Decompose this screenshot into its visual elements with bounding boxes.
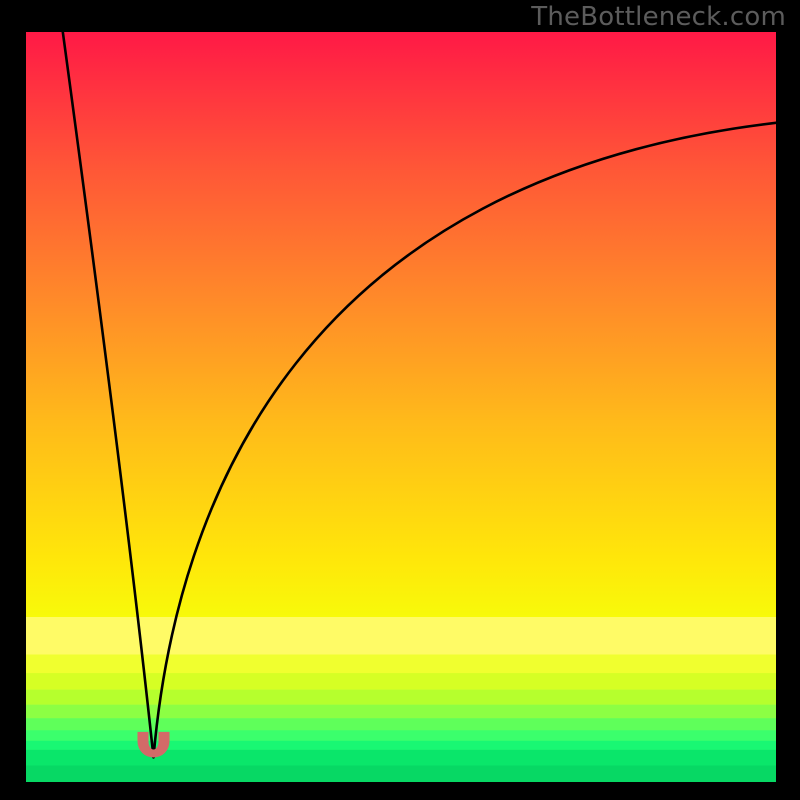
bottom-band-stripe <box>26 673 776 690</box>
bottom-band-stripe <box>26 655 776 674</box>
bottom-band-stripe <box>26 690 776 705</box>
bottom-band-stripe <box>26 718 776 730</box>
bottom-band-stripe <box>26 705 776 719</box>
watermark-text: TheBottleneck.com <box>531 2 786 32</box>
figure-root: TheBottleneck.com <box>0 0 800 800</box>
bottom-band-stripe <box>26 750 776 766</box>
bottom-band-stripe <box>26 766 776 783</box>
heatmap-curve-plot <box>26 32 776 782</box>
